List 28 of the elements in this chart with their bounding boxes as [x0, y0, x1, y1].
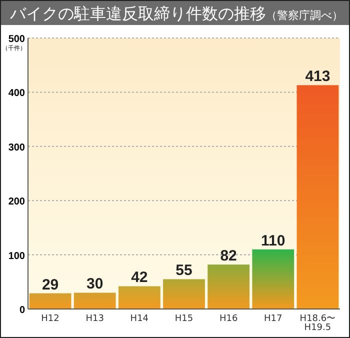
x-tick-label: H12 — [41, 314, 60, 324]
bar — [29, 293, 72, 309]
y-tick-label: 0 — [19, 305, 26, 316]
data-label: 413 — [305, 68, 330, 86]
x-tick-label: H13 — [86, 314, 104, 324]
x-tick-label: H15 — [174, 314, 194, 324]
data-label: 110 — [261, 232, 286, 250]
x-tick-label: H17 — [264, 314, 282, 324]
bar — [252, 249, 294, 309]
y-tick-label: 400 — [8, 88, 26, 100]
x-tick-label: H16 — [219, 314, 238, 324]
bar — [208, 264, 250, 309]
y-tick-label: 100 — [8, 250, 26, 262]
y-tick-label: 300 — [8, 142, 26, 154]
y-tick-label: 500 — [8, 34, 26, 45]
data-label: 29 — [42, 276, 59, 294]
x-tick-label: H14 — [130, 314, 149, 324]
bar — [118, 286, 160, 309]
bar — [296, 85, 339, 309]
data-label: 82 — [220, 248, 237, 265]
y-tick-label: 200 — [8, 196, 26, 208]
bar — [163, 279, 205, 309]
data-label: 42 — [131, 269, 148, 286]
data-label: 55 — [176, 262, 192, 280]
chart-subtitle: （警察庁調べ） — [266, 9, 343, 22]
x-tick-label: H18.6〜H19.5 — [300, 314, 336, 333]
data-label: 30 — [86, 276, 104, 293]
bar — [74, 292, 116, 309]
